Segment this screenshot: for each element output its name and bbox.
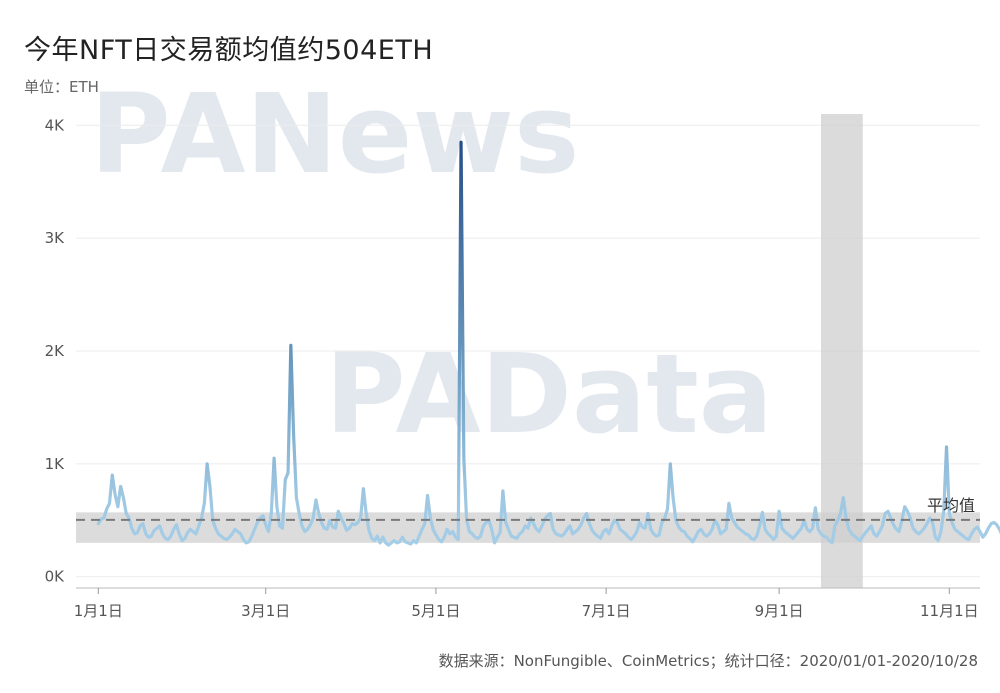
- watermark-layer: PANews PAData: [90, 70, 773, 458]
- x-tick-label: 3月1日: [241, 602, 290, 620]
- y-tick-label: 1K: [45, 455, 66, 473]
- y-tick-label: 3K: [45, 229, 66, 247]
- axes-layer: 0K 1K 2K 3K 4K 1月1日 3月1日 5月1日 7月1日 9月1日 11月1日: [45, 116, 980, 620]
- x-tick-label: 1月1日: [74, 602, 123, 620]
- average-layer: 平均值: [76, 496, 980, 521]
- y-tick-label: 2K: [45, 342, 66, 360]
- x-tick-label: 11月1日: [920, 602, 979, 620]
- series-line: [96, 140, 1000, 547]
- y-tick-label: 0K: [45, 568, 66, 586]
- chart-title: 今年NFT日交易额均值约504ETH: [24, 35, 434, 66]
- highlight-rect: [820, 114, 863, 588]
- y-tick-label: 4K: [45, 116, 66, 134]
- x-tick-label: 7月1日: [582, 602, 631, 620]
- chart-source: 数据来源：NonFungible、CoinMetrics；统计口径：2020/0…: [438, 652, 978, 670]
- chart-unit-label: 单位：ETH: [24, 78, 99, 96]
- watermark-panews: PANews: [90, 70, 579, 198]
- average-label: 平均值: [927, 496, 975, 515]
- x-tick-label: 5月1日: [411, 602, 460, 620]
- highlight-range: [820, 114, 863, 588]
- series-layer: [96, 140, 1000, 547]
- x-tick-label: 9月1日: [755, 602, 804, 620]
- watermark-padata: PAData: [325, 330, 773, 458]
